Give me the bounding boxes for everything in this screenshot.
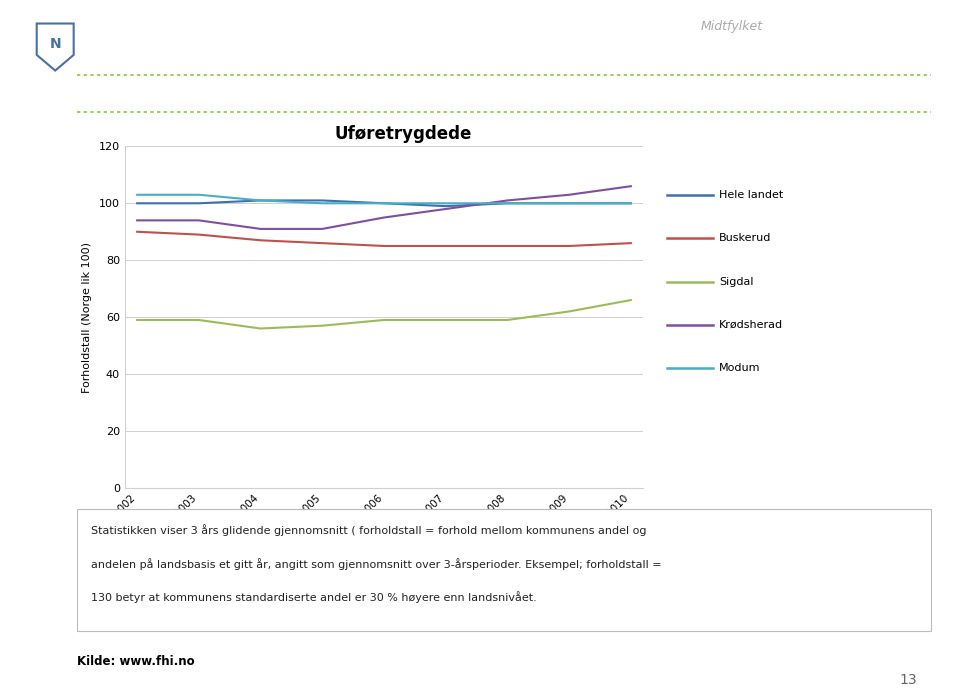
Text: Modum: Modum — [719, 363, 760, 373]
Krødsherad — [564, 190, 575, 199]
Hele landet — [254, 197, 266, 205]
Modum — [378, 199, 390, 208]
Modum — [193, 190, 204, 199]
Sigdal — [132, 316, 143, 324]
Text: Uføretrygdede: Uføretrygdede — [334, 125, 472, 144]
Krødsherad — [132, 216, 143, 224]
Line: Sigdal: Sigdal — [137, 300, 631, 328]
Text: Midtfylket: Midtfylket — [701, 20, 763, 33]
Krødsherad — [193, 216, 204, 224]
Sigdal — [193, 316, 204, 324]
Line: Krødsherad: Krødsherad — [137, 186, 631, 229]
Text: 13: 13 — [900, 673, 917, 687]
Hele landet — [502, 199, 514, 208]
Hele landet — [625, 199, 636, 208]
Text: Hele landet: Hele landet — [719, 190, 783, 200]
Krødsherad — [625, 182, 636, 190]
Text: andelen på landsbasis et gitt år, angitt som gjennomsnitt over 3-årsperioder. Ek: andelen på landsbasis et gitt år, angitt… — [91, 558, 661, 569]
Sigdal — [564, 307, 575, 316]
Sigdal — [317, 321, 328, 330]
Buskerud — [502, 242, 514, 250]
Modum — [317, 199, 328, 208]
Text: Levekår (3 av 9): Levekår (3 av 9) — [94, 87, 190, 100]
Hele landet — [317, 197, 328, 205]
Text: 130 betyr at kommunens standardiserte andel er 30 % høyere enn landsnivået.: 130 betyr at kommunens standardiserte an… — [91, 591, 537, 603]
Buskerud — [254, 236, 266, 245]
Text: Sigdal: Sigdal — [719, 277, 754, 286]
Modum — [564, 199, 575, 208]
Sigdal — [625, 296, 636, 304]
Modum — [625, 199, 636, 208]
Sigdal — [378, 316, 390, 324]
Polygon shape — [36, 24, 74, 70]
Y-axis label: Forholdstall (Norge lik 100): Forholdstall (Norge lik 100) — [82, 242, 92, 392]
Modum — [502, 199, 514, 208]
Krødsherad — [440, 205, 451, 213]
Text: Buskerud: Buskerud — [719, 233, 772, 243]
Buskerud — [625, 239, 636, 247]
Text: Statistikken viser 3 års glidende gjennomsnitt ( forholdstall = forhold mellom k: Statistikken viser 3 års glidende gjenno… — [91, 524, 647, 536]
Krødsherad — [502, 197, 514, 205]
Text: N: N — [49, 38, 61, 52]
Hele landet — [193, 199, 204, 208]
Hele landet — [378, 199, 390, 208]
Modum — [132, 190, 143, 199]
Sigdal — [254, 324, 266, 332]
Text: Krødsherad: Krødsherad — [719, 320, 783, 330]
Text: Kilde: www.fhi.no: Kilde: www.fhi.no — [77, 655, 195, 668]
Buskerud — [317, 239, 328, 247]
Buskerud — [440, 242, 451, 250]
Hele landet — [440, 202, 451, 210]
Hele landet — [564, 199, 575, 208]
Krødsherad — [254, 224, 266, 233]
Buskerud — [564, 242, 575, 250]
Buskerud — [193, 231, 204, 239]
Sigdal — [440, 316, 451, 324]
Text: Arbeidsliv: Arbeidsliv — [428, 84, 546, 103]
Buskerud — [132, 227, 143, 236]
Modum — [440, 199, 451, 208]
Krødsherad — [317, 224, 328, 233]
Krødsherad — [378, 213, 390, 222]
Buskerud — [378, 242, 390, 250]
Line: Modum: Modum — [137, 194, 631, 204]
Hele landet — [132, 199, 143, 208]
Line: Hele landet: Hele landet — [137, 201, 631, 206]
Modum — [254, 197, 266, 205]
Line: Buskerud: Buskerud — [137, 231, 631, 246]
Sigdal — [502, 316, 514, 324]
